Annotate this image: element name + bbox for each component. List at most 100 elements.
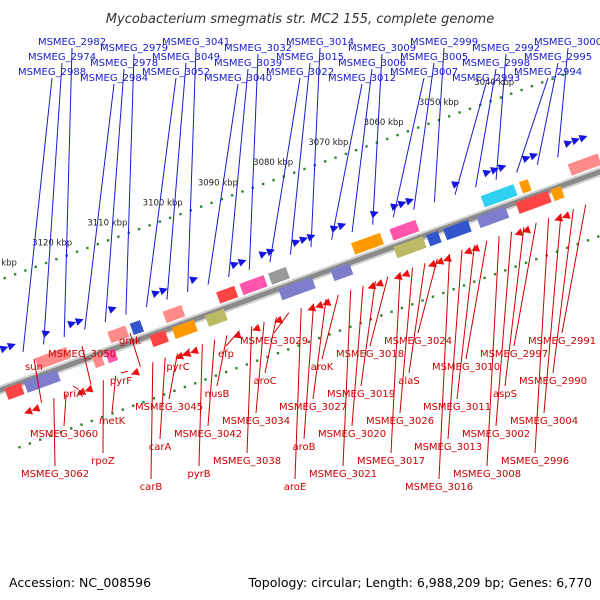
leader-line xyxy=(408,263,426,374)
leader-line xyxy=(360,281,376,387)
gene-name: MSMEG_3007 xyxy=(390,67,458,78)
gene-name: MSMEG_3018 xyxy=(336,349,404,360)
scale-label: 3130 kbp xyxy=(0,259,17,269)
gene-label-reverse: priA xyxy=(63,385,83,400)
tick-dot xyxy=(493,273,497,276)
tick-dot xyxy=(324,160,327,163)
tick-dot xyxy=(524,261,528,265)
gene-label-forward: MSMEG_3014 xyxy=(286,37,354,248)
feature-block xyxy=(91,353,105,369)
tick-dot xyxy=(75,250,79,253)
scale-label: 3120 kbp xyxy=(32,239,72,249)
gene-name: MSMEG_2997 xyxy=(480,349,548,360)
gene-name: metK xyxy=(99,416,126,427)
gene-name: MSMEG_3008 xyxy=(453,469,521,480)
tick-dot xyxy=(111,412,114,415)
gene-name: gmk xyxy=(119,336,141,347)
gene-label-reverse: MSMEG_3024 xyxy=(384,258,452,347)
feature-block xyxy=(34,346,71,370)
gene-label-reverse: sun xyxy=(25,358,43,403)
gene-name: MSMEG_2979 xyxy=(100,43,168,54)
gene-label-reverse: MSMEG_3042 xyxy=(174,339,242,440)
gene-label-reverse: MSMEG_3029 xyxy=(240,312,308,347)
gene-label-reverse: aroC xyxy=(253,317,277,387)
gene-name: MSMEG_3042 xyxy=(174,429,242,440)
inner-tick-row xyxy=(18,235,600,449)
tick-dot xyxy=(303,167,306,171)
tick-dot xyxy=(168,216,172,220)
leader-line xyxy=(312,299,327,400)
leader-line xyxy=(63,47,73,338)
genome-strip xyxy=(0,73,600,449)
gene-label-reverse: MSMEG_3017 xyxy=(357,272,425,467)
tick-dot xyxy=(499,96,503,99)
tick-dot xyxy=(235,367,238,370)
gene-name: aroK xyxy=(311,362,334,373)
reverse-arrow xyxy=(77,387,87,396)
gene-label-reverse: MSMEG_3020 xyxy=(318,285,386,440)
reverse-arrow xyxy=(514,228,524,236)
gene-name: MSMEG_3012 xyxy=(328,73,396,84)
tick-dot xyxy=(24,269,27,272)
scale-labels: 3040 kbp 3050 kbp 3060 kbp 3070 kbp 3080 kbp… xyxy=(0,78,514,269)
gene-label-reverse: MSMEG_3062 xyxy=(21,398,89,480)
tick-dot xyxy=(365,145,368,148)
leader-line xyxy=(207,339,216,427)
gene-name: MSMEG_2991 xyxy=(528,336,596,347)
tick-dot xyxy=(266,355,269,359)
tick-dot xyxy=(96,243,99,246)
gene-name: MSMEG_2982 xyxy=(38,37,106,48)
leader-line xyxy=(225,330,240,347)
leader-line xyxy=(495,53,507,180)
reverse-arrow xyxy=(131,367,140,376)
gene-name: MSMEG_3021 xyxy=(309,469,377,480)
forward-arrow xyxy=(0,345,9,354)
tick-dot xyxy=(148,224,151,227)
leader-line xyxy=(294,308,302,480)
leader-line xyxy=(33,358,42,403)
gene-label-forward: MSMEG_2974 xyxy=(28,52,96,345)
gene-label-forward: MSMEG_3009 xyxy=(348,43,416,225)
gene-label-reverse: MSMEG_2997 xyxy=(480,222,548,360)
leader-line xyxy=(264,317,277,374)
tick-dot xyxy=(158,220,161,223)
leader-line xyxy=(351,285,364,427)
tick-dot xyxy=(28,442,31,445)
leader-line xyxy=(433,47,445,203)
leader-line xyxy=(342,290,352,467)
leader-line xyxy=(413,62,435,210)
forward-arrow xyxy=(337,222,347,231)
leader-line xyxy=(372,53,383,225)
gene-name: aspS xyxy=(493,389,517,400)
gene-name: MSMEG_3045 xyxy=(135,402,203,413)
forward-arrow xyxy=(258,251,268,259)
gene-name: MSMEG_3050 xyxy=(48,349,116,360)
gene-name: aroE xyxy=(284,482,306,493)
gene-name: MSMEG_3034 xyxy=(222,416,290,427)
gene-name: MSMEG_3032 xyxy=(224,43,292,54)
leader-line xyxy=(84,83,115,330)
tick-dot xyxy=(535,257,538,261)
feature-block xyxy=(216,285,239,304)
tick-dot xyxy=(417,126,420,129)
leader-line xyxy=(543,213,562,414)
gene-label-forward: MSMEG_2999 xyxy=(410,37,478,203)
reverse-arrow xyxy=(307,303,317,312)
reverse-arrow xyxy=(561,211,571,219)
leader-line xyxy=(534,218,550,454)
gene-label-reverse: MSMEG_3060 xyxy=(30,393,98,440)
tick-dot xyxy=(106,239,110,242)
tick-dot xyxy=(70,427,73,430)
leader-line xyxy=(289,62,311,255)
leader-line xyxy=(145,77,177,308)
gene-name: MSMEG_2988 xyxy=(18,67,86,78)
gene-name: MSMEG_3062 xyxy=(21,469,89,480)
gene-name: carB xyxy=(140,482,163,493)
gene-name: rpoZ xyxy=(91,456,115,467)
leader-line xyxy=(456,245,475,400)
tick-dot xyxy=(287,348,290,351)
forward-arrow xyxy=(451,181,461,189)
leader-line xyxy=(536,62,559,165)
leader-line xyxy=(303,303,315,440)
gene-label-forward: MSMEG_2979 xyxy=(100,43,168,315)
